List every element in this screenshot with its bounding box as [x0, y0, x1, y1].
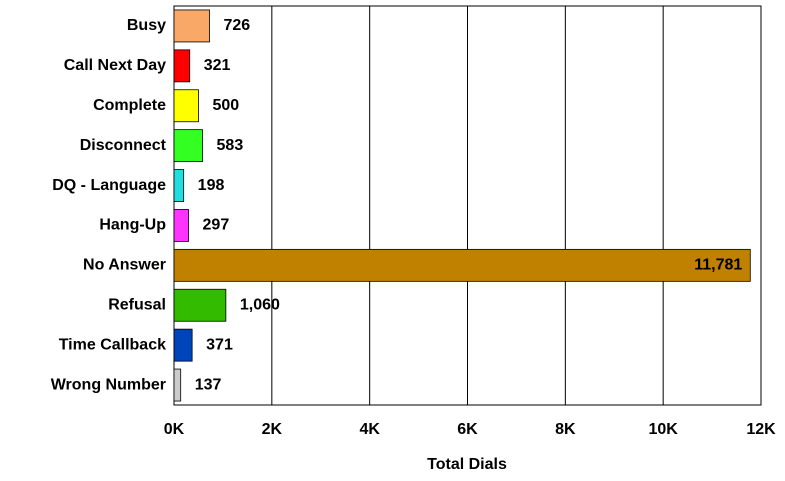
data-label: 583	[217, 137, 244, 154]
bar	[173, 288, 227, 322]
data-label: 726	[224, 17, 251, 34]
data-label: 1,060	[240, 296, 280, 313]
y-tick-label: Refusal	[108, 296, 166, 313]
y-tick-label: Disconnect	[80, 137, 167, 154]
y-tick-label: Time Callback	[59, 336, 166, 353]
bar	[173, 129, 203, 163]
data-label: 198	[198, 177, 225, 194]
bar	[173, 9, 210, 43]
data-label: 321	[204, 57, 231, 74]
data-label: 371	[206, 336, 233, 353]
data-label: 297	[203, 217, 230, 234]
y-tick-label: Call Next Day	[64, 57, 166, 74]
y-tick-label: No Answer	[83, 257, 166, 274]
y-tick-label: Complete	[93, 97, 166, 114]
data-label: 137	[195, 376, 222, 393]
x-tick-label: 2K	[262, 421, 283, 438]
bar	[173, 248, 751, 282]
x-tick-label: 6K	[457, 421, 478, 438]
y-tick-label: Wrong Number	[51, 376, 166, 393]
y-tick-label: DQ - Language	[52, 177, 166, 194]
x-tick-label: 4K	[359, 421, 380, 438]
x-tick-label: 0K	[164, 421, 185, 438]
data-label: 11,781	[694, 257, 742, 274]
y-tick-label: Hang-Up	[99, 217, 166, 234]
data-label: 500	[212, 97, 239, 114]
y-tick-label: Busy	[127, 17, 166, 34]
bar	[173, 328, 193, 362]
bar	[173, 209, 189, 242]
x-axis-title: Total Dials	[427, 456, 507, 473]
bar	[173, 169, 185, 202]
x-tick-label: 12K	[746, 421, 776, 438]
bar	[173, 89, 199, 123]
x-tick-label: 8K	[555, 421, 576, 438]
bar	[173, 49, 191, 83]
x-tick-label: 10K	[648, 421, 678, 438]
bar	[173, 368, 182, 402]
